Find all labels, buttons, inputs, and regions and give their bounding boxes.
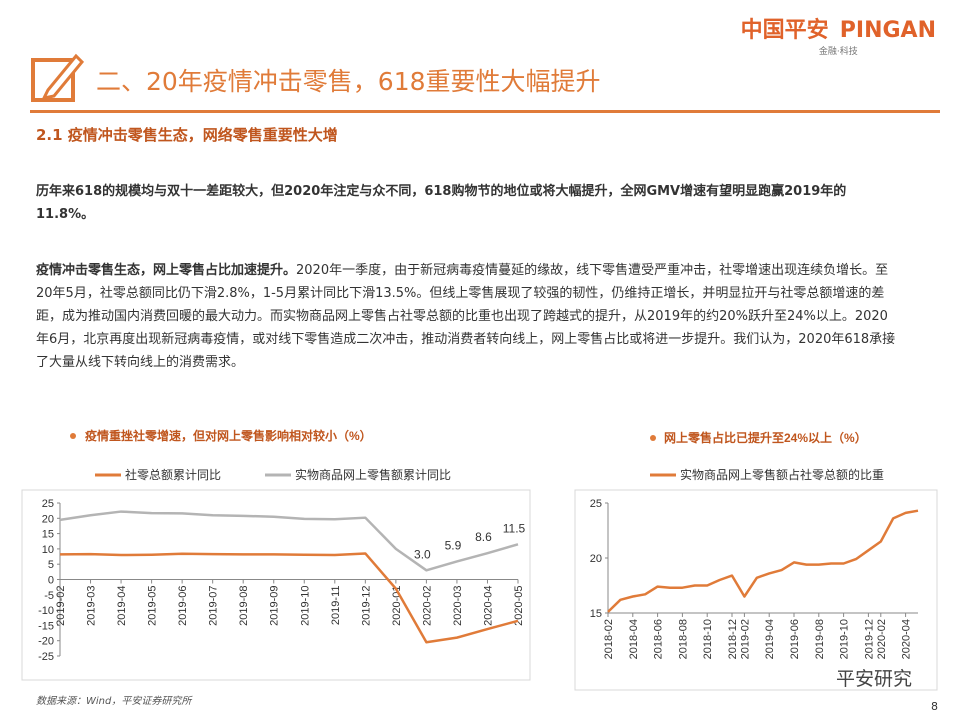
data-label: 3.0 (414, 547, 431, 561)
y-tick-label: 25 (42, 498, 54, 510)
data-label: 11.5 (503, 521, 526, 535)
legend-label: 实物商品网上零售额占社零总额的比重 (680, 467, 884, 482)
y-tick-label: 0 (48, 575, 54, 587)
chart-frame (21, 489, 531, 681)
data-label: 8.6 (475, 530, 492, 544)
x-tick-label: 2019-05 (147, 586, 159, 626)
paragraph-lead: 疫情冲击零售生态，网上零售占比加速提升。 (36, 263, 297, 278)
tagline: 金融·科技 (818, 47, 858, 57)
series-line (607, 509, 919, 613)
x-tick-label: 2019-04 (116, 586, 128, 626)
y-tick-label: 5 (48, 559, 54, 571)
x-tick-label: 2019-10 (299, 586, 311, 626)
x-tick-label: 2019-11 (330, 586, 342, 626)
chart-title: 网上零售占比已提升至24%以上（%） (664, 430, 867, 445)
y-tick-label: 15 (590, 608, 602, 620)
y-tick-label: 25 (590, 498, 602, 510)
bullet (70, 433, 76, 439)
y-tick-label: 15 (42, 529, 54, 541)
x-tick-label: 2018-08 (677, 619, 689, 659)
x-tick-label: 2019-02 (55, 586, 67, 626)
y-tick-label: 20 (590, 553, 602, 565)
x-tick-label: 2019-03 (86, 586, 98, 626)
x-tick-label: 2020-03 (452, 586, 464, 626)
legend-label: 实物商品网上零售额累计同比 (295, 467, 451, 482)
x-tick-label: 2020-04 (901, 619, 913, 659)
x-tick-label: 2019-08 (238, 586, 250, 626)
x-tick-label: 2019-08 (814, 619, 826, 659)
y-tick-label: -5 (44, 590, 54, 602)
x-tick-label: 2019-02 (739, 619, 751, 659)
y-tick-label: -25 (38, 651, 54, 663)
bullet (650, 435, 656, 441)
paragraph-text: 2020年一季度，由于新冠病毒疫情蔓延的缘故，线下零售遭受严重冲击，社零增速出现… (36, 263, 896, 370)
y-tick-label: 20 (42, 513, 54, 525)
brand-en: PINGAN (839, 18, 936, 43)
x-tick-label: 2018-12 (727, 619, 739, 659)
pencil-icon (31, 53, 85, 102)
chart-title: 疫情重挫社零增速，但对网上零售影响相对较小（%） (85, 428, 372, 443)
x-tick-label: 2019-10 (839, 619, 851, 659)
y-tick-label: -15 (38, 620, 54, 632)
source: 数据来源：Wind，平安证券研究所 (36, 696, 192, 707)
x-tick-label: 2020-04 (482, 586, 494, 626)
x-tick-label: 2019-07 (208, 586, 220, 626)
y-tick-label: 10 (42, 544, 54, 556)
x-tick-label: 2018-04 (628, 619, 640, 659)
series-line (59, 552, 519, 644)
legend-label: 社零总额累计同比 (125, 467, 221, 482)
subsection-title: 2.1 疫情冲击零售生态，网络零售重要性大增 (36, 126, 338, 144)
paragraph: 疫情冲击零售生态，网上零售占比加速提升。2020年一季度，由于新冠病毒疫情蔓延的… (36, 259, 896, 374)
x-tick-label: 2018-06 (653, 619, 665, 659)
title-rule (30, 110, 940, 113)
chart-frame (574, 489, 938, 691)
x-tick-label: 2020-02 (421, 586, 433, 626)
y-tick-label: -10 (38, 605, 54, 617)
x-tick-label: 2019-12 (360, 586, 372, 626)
x-tick-label: 2019-06 (789, 619, 801, 659)
brand-cn: 中国平安 (740, 18, 829, 43)
data-label: 5.9 (445, 538, 462, 552)
x-tick-label: 2019-12 (863, 619, 875, 659)
y-tick-label: -20 (38, 636, 54, 648)
series-line (59, 510, 519, 572)
section-title: 二、20年疫情冲击零售，618重要性大幅提升 (96, 67, 601, 96)
watermark: 平安研究 (836, 668, 913, 690)
x-tick-label: 2018-02 (603, 619, 615, 659)
x-tick-label: 2019-09 (269, 586, 281, 626)
paragraph: 历年来618的规模均与双十一差距较大，但2020年注定与众不同，618购物节的地… (36, 184, 847, 222)
x-tick-label: 2019-06 (177, 586, 189, 626)
x-tick-label: 2020-05 (513, 586, 525, 626)
x-tick-label: 2020-02 (876, 619, 888, 659)
page-number: 8 (931, 700, 938, 713)
logo: 中国平安 PINGAN 金融·科技 (741, 12, 936, 57)
x-tick-label: 2018-10 (702, 619, 714, 659)
x-tick-label: 2019-04 (764, 619, 776, 659)
